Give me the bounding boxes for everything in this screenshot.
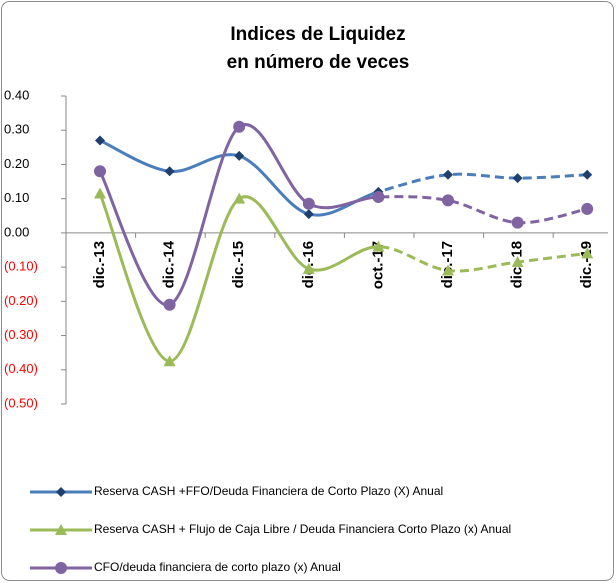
x-tick-label: dic.-15 (230, 241, 247, 289)
marker (56, 487, 66, 497)
x-tick-label: dic.-17 (439, 241, 456, 289)
marker (55, 562, 67, 574)
marker (94, 187, 106, 199)
legend-label: Reserva CASH +FFO/Deuda Financiera de Co… (94, 484, 443, 498)
y-tick-label: (0.30) (4, 327, 38, 342)
y-tick-label: 0.00 (4, 224, 29, 239)
x-tick-label: dic.-14 (161, 240, 178, 288)
y-tick-label: (0.20) (4, 293, 38, 308)
chart-title: en número de veces (227, 52, 410, 73)
marker (55, 524, 67, 535)
marker (581, 247, 594, 259)
marker (442, 264, 454, 276)
y-tick-label: 0.10 (4, 190, 29, 205)
marker (442, 194, 454, 207)
marker (303, 209, 314, 220)
marker (95, 135, 105, 146)
marker (163, 355, 176, 367)
y-tick-label: (0.10) (4, 259, 38, 274)
marker (233, 120, 246, 133)
y-tick-label: 0.30 (4, 122, 29, 137)
marker (234, 150, 245, 161)
x-tick-label: dic.-13 (91, 241, 108, 289)
marker (94, 165, 106, 178)
y-tick-label: 0.20 (4, 156, 29, 171)
marker (443, 169, 453, 180)
marker (372, 190, 385, 203)
marker (511, 216, 524, 229)
y-tick-label: (0.40) (4, 361, 38, 376)
marker (163, 298, 176, 311)
marker (302, 262, 315, 274)
marker (582, 169, 593, 180)
marker (581, 202, 594, 215)
series-line (99, 139, 379, 217)
x-tick-label: oct.-17 (369, 241, 386, 289)
x-tick-label: dic.-19 (578, 241, 595, 289)
chart-title: Indices de Liquidez (230, 24, 405, 45)
y-tick-label: (0.50) (4, 395, 38, 410)
y-tick-label: 0.40 (4, 87, 29, 102)
marker (302, 197, 315, 210)
marker (164, 166, 175, 177)
marker (512, 173, 523, 184)
legend-label: CFO/deuda financiera de corto plazo (x) … (94, 560, 341, 574)
series-line-dashed (378, 245, 588, 273)
marker (372, 240, 385, 252)
marker (511, 255, 524, 267)
series-line-dashed (378, 195, 588, 225)
marker (233, 192, 246, 204)
legend-label: Reserva CASH + Flujo de Caja Libre / Deu… (94, 522, 511, 536)
